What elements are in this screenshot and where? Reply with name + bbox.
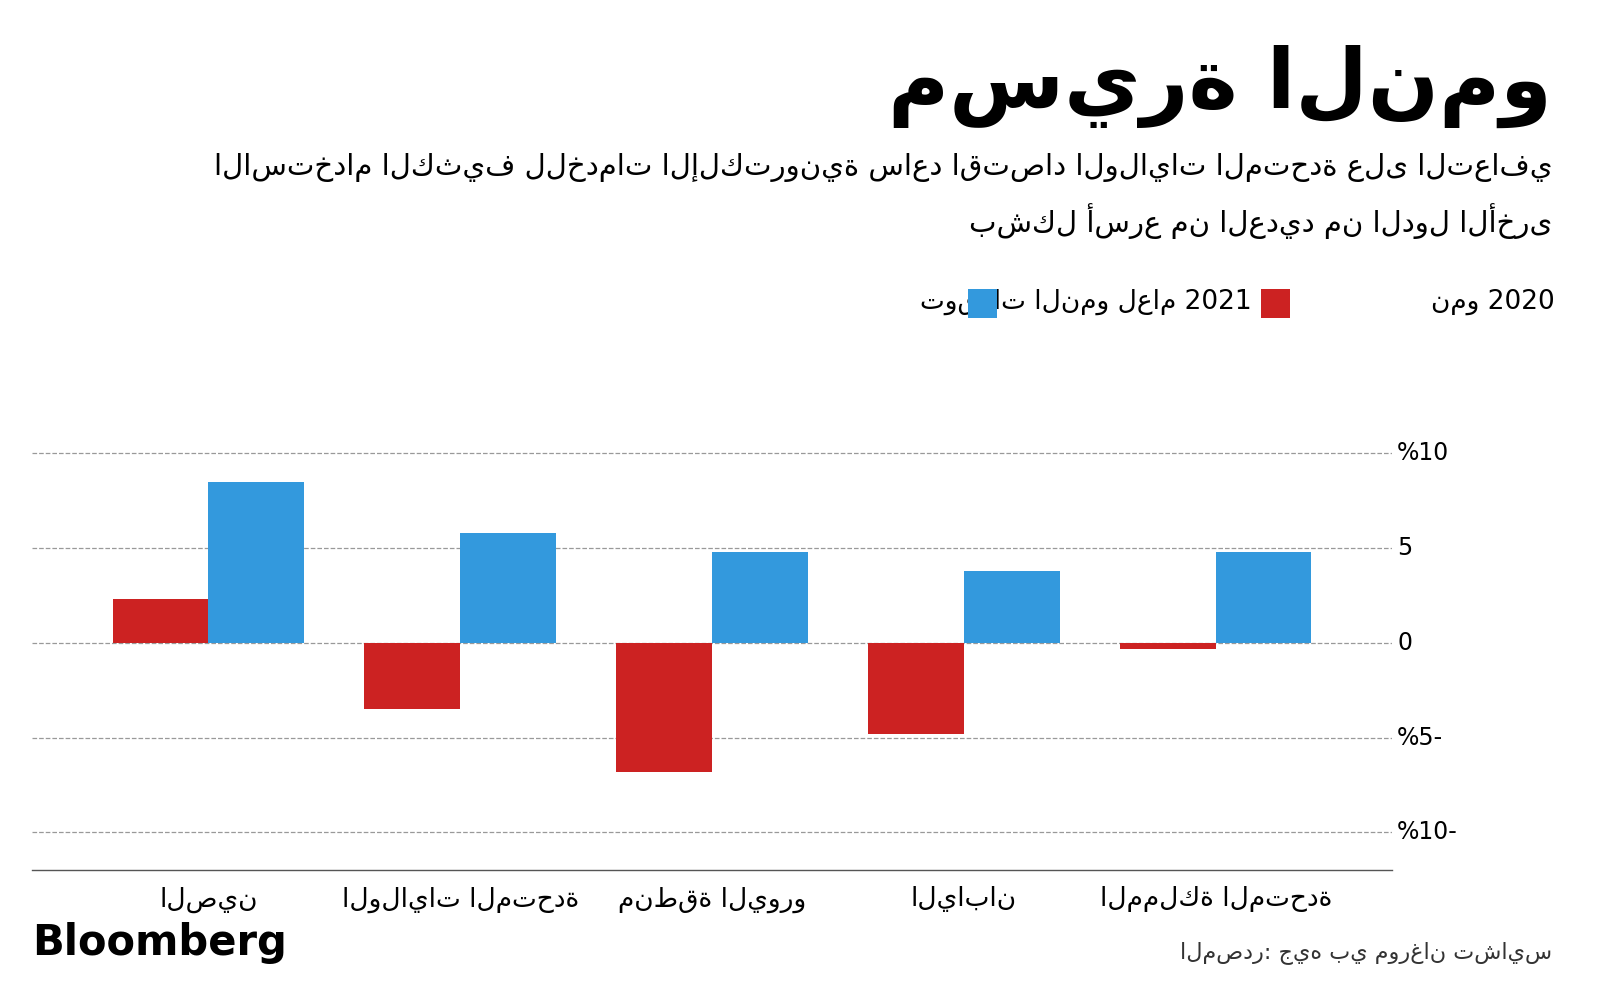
Bar [112,599,208,643]
Text: %10: %10 [1397,441,1450,465]
Text: Bloomberg: Bloomberg [32,923,286,964]
Text: نمو 2020: نمو 2020 [1432,289,1555,315]
Text: مسيرة النمو: مسيرة النمو [888,45,1552,128]
Bar [712,552,808,643]
Text: 5: 5 [1397,536,1413,560]
Text: 0: 0 [1397,631,1413,655]
Text: المصدر: جيه بي مورغان تشايس: المصدر: جيه بي مورغان تشايس [1179,942,1552,964]
Bar [1120,643,1216,649]
Text: توقعات النمو لعام 2021: توقعات النمو لعام 2021 [920,289,1251,315]
Bar [1216,552,1312,643]
Text: %10-: %10- [1397,821,1458,845]
Bar [365,643,461,709]
Text: الاستخدام الكثيف للخدمات الإلكترونية ساعد اقتصاد الولايات المتحدة على التعافي: الاستخدام الكثيف للخدمات الإلكترونية ساع… [213,153,1552,182]
Bar [461,533,555,643]
Text: %5-: %5- [1397,726,1443,750]
Bar [869,643,963,734]
Bar [963,571,1059,643]
Bar [616,643,712,771]
Text: بشكل أسرع من العديد من الدول الأخرى: بشكل أسرع من العديد من الدول الأخرى [968,203,1552,238]
Bar [208,482,304,643]
